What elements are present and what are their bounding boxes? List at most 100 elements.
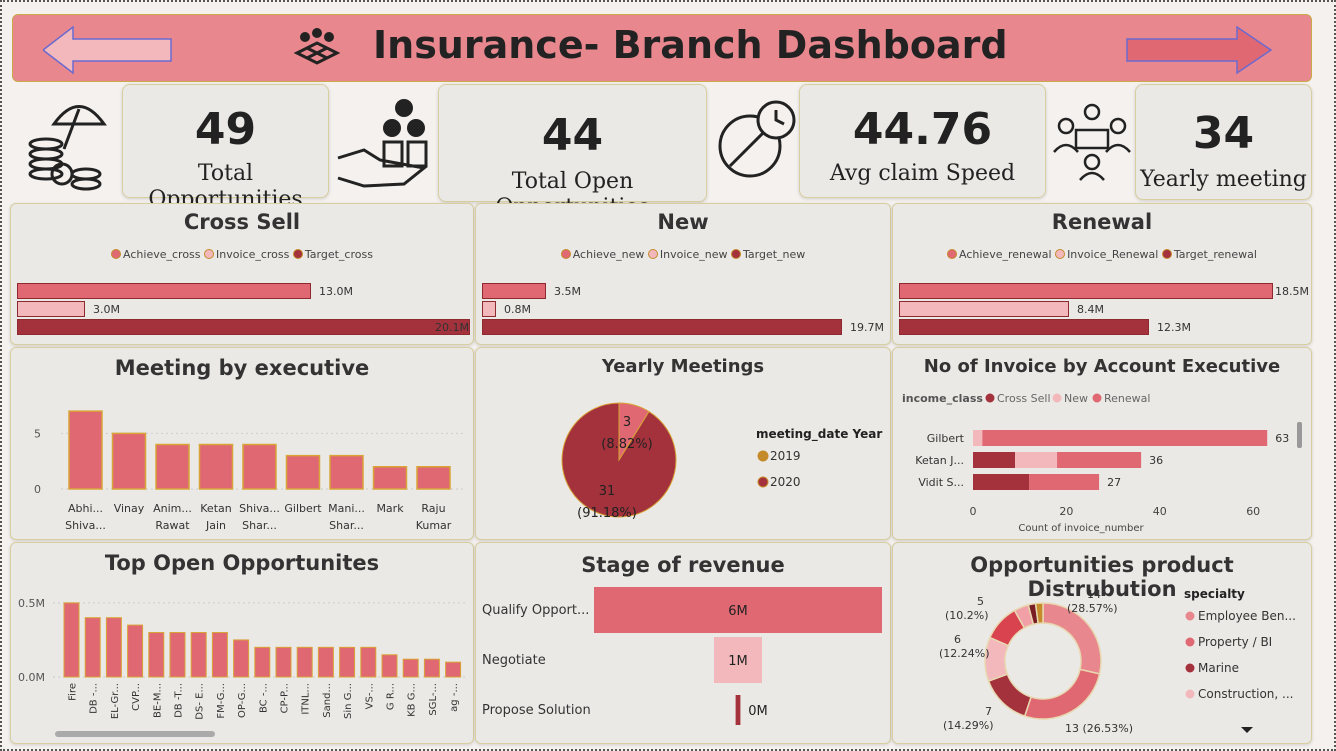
kpi-value: 44.76 <box>852 104 993 155</box>
bar <box>111 432 147 490</box>
meeting-exec-chart: Count of year 50 Abhi...Shiva...VinayAni… <box>34 410 466 532</box>
tick-label-x: Gilbert <box>284 502 322 515</box>
bar <box>423 658 440 678</box>
bar-invoice <box>899 301 1069 317</box>
bar <box>402 658 419 678</box>
legend-item: Cross Sell <box>997 392 1051 405</box>
tick-label-y: 0.0M <box>18 671 45 684</box>
slice-label: (91.18%) <box>577 506 637 521</box>
bar-target <box>899 319 1149 335</box>
forward-arrow-icon[interactable] <box>1125 25 1273 75</box>
tick-label-x: Shar... <box>329 519 364 532</box>
tick-label-x: DS- E... <box>195 683 206 720</box>
legend-swatch <box>757 450 769 462</box>
clock-stop-icon <box>718 100 796 178</box>
bar <box>233 639 250 678</box>
funnel-bar <box>714 637 762 683</box>
panel-title: Yearly Meetings <box>601 356 765 377</box>
top-open-chart: 0.5M 0.0M Fire DB -... EL-Gr... CVP... BE-M..… <box>18 597 466 737</box>
legend-swatch <box>560 249 571 259</box>
bar-achieve <box>17 283 311 299</box>
horizontal-scrollbar[interactable] <box>55 731 215 737</box>
axis-label-x: Count of invoice_number <box>1018 523 1144 534</box>
bar <box>242 443 277 490</box>
bar <box>68 410 103 490</box>
legend-item: New <box>1064 392 1088 405</box>
legend-swatch <box>1185 689 1195 699</box>
back-arrow-icon[interactable] <box>43 25 173 75</box>
tick-label-y: 5 <box>34 427 41 440</box>
tick-label-x: 60 <box>1246 505 1260 518</box>
panel-title: No of Invoice by Account Executive <box>923 356 1281 377</box>
legend-swatch <box>757 476 769 488</box>
tick-label-x: Rawat <box>155 519 190 532</box>
tick-label-x: OP-G... <box>237 683 248 718</box>
legend-item: Target_renewal <box>1173 248 1257 261</box>
yearly-meetings-panel: Yearly Meetings 3 (8.82%) 31 (91.18%) meeti… <box>475 347 891 540</box>
legend-swatch <box>204 249 215 259</box>
legend-item: Target_new <box>743 248 806 261</box>
top-open-opportunities-panel: Top Open Opportunites 0.5M 0.0M Fire DB -.… <box>10 542 474 744</box>
tick-label-x: BC -... <box>258 683 269 713</box>
legend-swatch <box>1185 637 1195 647</box>
bar <box>285 454 321 490</box>
kpi-total-opportunities: 49 Total Opportunities <box>122 84 329 212</box>
bar-label: 18.5M <box>1275 285 1309 298</box>
kpi-value: 34 <box>1192 108 1255 159</box>
kpi-total-open-opportunities: 44 Total Open Opportunities <box>438 84 707 220</box>
tick-label-y: 0.5M <box>18 597 45 610</box>
panel-title: Meeting by executive <box>114 356 370 380</box>
legend-title: income_class <box>902 392 983 405</box>
slice-label: (28.57%) <box>1067 602 1118 615</box>
bar <box>381 654 398 678</box>
yearly-meetings-pie: 3 (8.82%) 31 (91.18%) meeting_date Year 201… <box>561 402 882 521</box>
tick-label-x: VS-... <box>364 683 375 709</box>
legend-item: Achieve_new <box>572 248 645 261</box>
kpi-label: Avg claim Speed <box>829 161 1016 186</box>
legend-item: Achieve_renewal <box>959 248 1052 261</box>
tick-label-x: 20 <box>1059 505 1073 518</box>
tick-label-x: BE-M... <box>152 683 163 718</box>
funnel-bar <box>594 587 882 633</box>
bar-label: 6M <box>728 604 748 619</box>
chart-legend: Achieve_cross Invoice_cross Target_cross <box>11 248 473 261</box>
legend-swatch <box>292 249 303 259</box>
scrollbar-thumb[interactable] <box>1297 422 1302 448</box>
renewal-panel: Renewal Achieve_renewal Invoice_Renewal … <box>892 203 1312 345</box>
tick-label-x: ag -... <box>449 683 460 712</box>
new-panel: New Achieve_new Invoice_new Target_new 3… <box>475 203 891 345</box>
bar-segment <box>982 430 1268 446</box>
tick-label-x: ITNL... <box>301 683 312 715</box>
bar-segment <box>1029 474 1100 490</box>
panel-title: New <box>657 210 709 234</box>
panel-title: Cross Sell <box>183 210 301 234</box>
tick-label-y: 0 <box>34 483 41 496</box>
bar <box>148 632 165 678</box>
bar <box>198 443 234 490</box>
bar-achieve <box>482 283 546 299</box>
bar <box>190 632 207 678</box>
slice-label: (12.24%) <box>939 647 990 660</box>
chevron-down-icon[interactable] <box>1241 727 1253 733</box>
legend-item: Property / BI <box>1198 635 1272 649</box>
bar <box>275 646 292 678</box>
bar-segment <box>973 430 983 446</box>
product-distribution-panel: Opportunities product Distrubution 14 (2… <box>892 542 1312 744</box>
slice-label: (10.2%) <box>945 609 989 622</box>
tick-label-x: FM-G... <box>216 683 227 719</box>
chart-legend: Achieve_renewal Invoice_Renewal Target_r… <box>893 248 1311 261</box>
meeting-by-executive-panel: Meeting by executive Count of year 50 Ab… <box>10 347 474 540</box>
donut-slice <box>1034 602 1044 625</box>
bar-label: 3.0M <box>93 303 120 316</box>
bar <box>63 602 80 678</box>
legend-item: 2020 <box>770 475 801 489</box>
legend-swatch <box>647 249 658 259</box>
stage-revenue-chart: Qualify Opport... 6M Negotiate 1M Propose So… <box>482 587 882 725</box>
bar-label: 36 <box>1149 454 1163 467</box>
legend-swatch <box>1185 611 1195 621</box>
tick-label-x: 0 <box>970 505 977 518</box>
bar <box>416 466 451 490</box>
bar <box>445 661 462 678</box>
donut-slice <box>987 673 1032 717</box>
